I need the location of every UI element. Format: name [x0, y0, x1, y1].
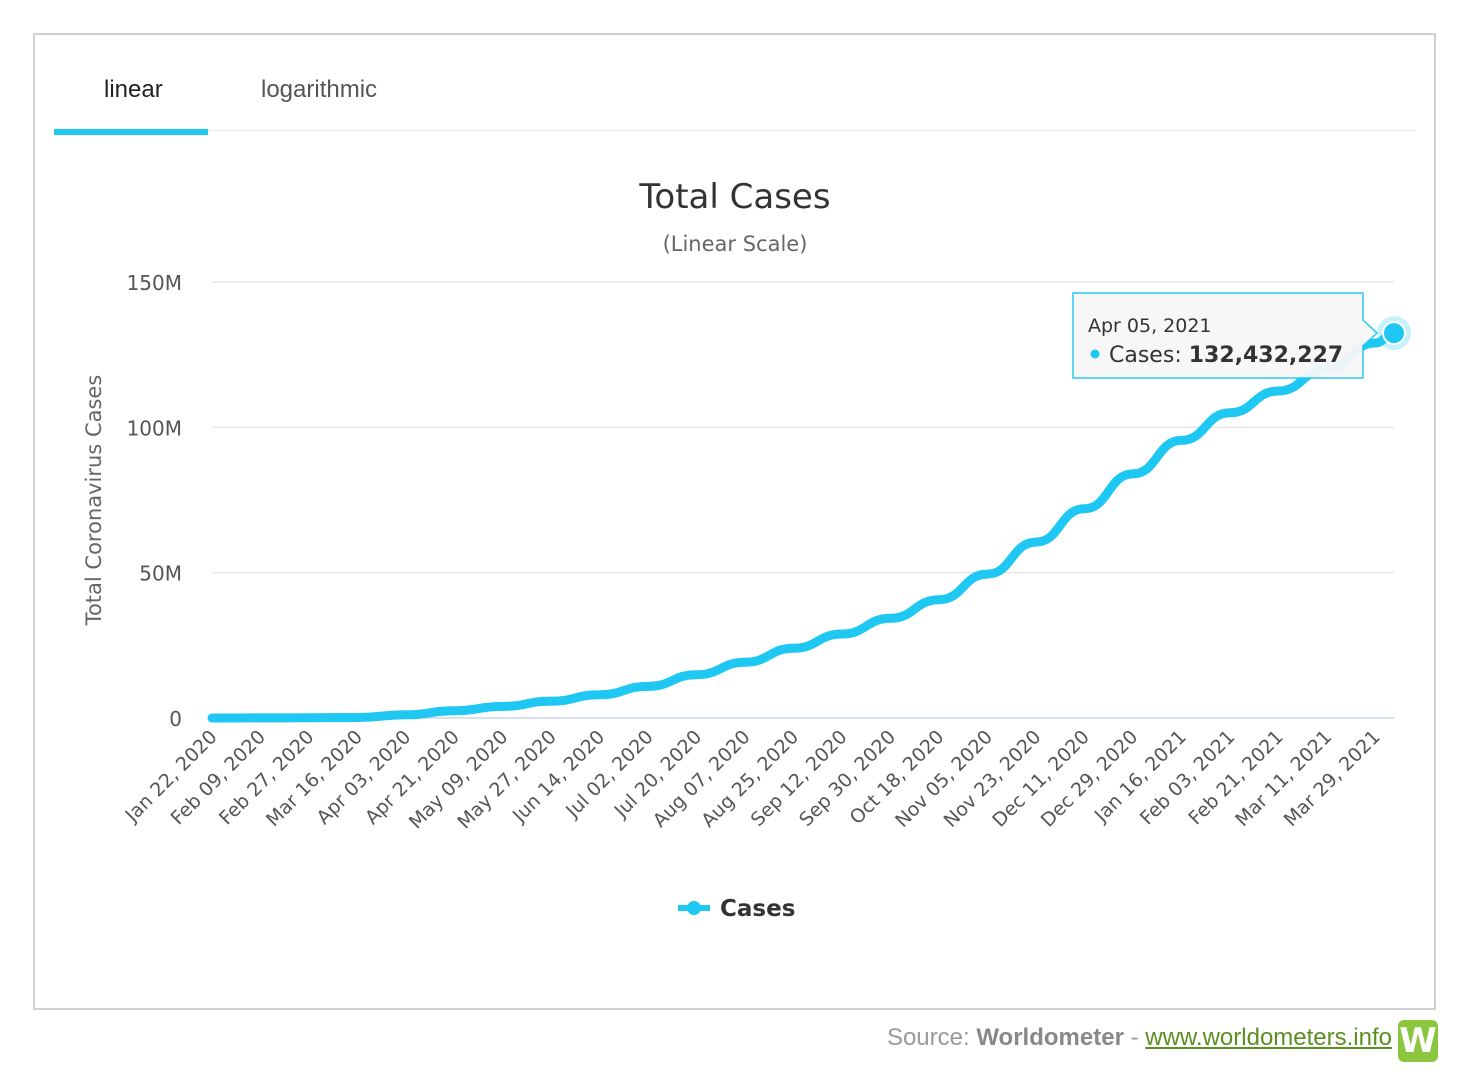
chart-subtitle: (Linear Scale) — [663, 232, 808, 256]
tab-linear[interactable]: linear — [104, 76, 163, 103]
tooltip-label: Cases — [1109, 343, 1174, 368]
svg-text:Cases: 132,432,227: Cases: 132,432,227 — [1109, 343, 1343, 368]
tooltip-value: 132,432,227 — [1189, 343, 1343, 368]
series-line-cases — [207, 328, 1399, 723]
y-tick-label: 150M — [127, 271, 182, 295]
source-credit: Source: Worldometer - www.worldometers.i… — [887, 1024, 1392, 1052]
worldometer-logo: W — [1398, 1020, 1438, 1062]
y-tick-label: 0 — [169, 707, 182, 731]
legend-label: Cases — [720, 896, 795, 922]
scale-tabs: linear logarithmic — [54, 60, 1416, 135]
chart-title: Total Cases — [638, 177, 830, 217]
active-tab-indicator — [54, 129, 208, 135]
source-prefix: Source: — [886, 1024, 970, 1051]
tooltip: Apr 05, 2021 Cases: 132,432,227 — [1072, 292, 1379, 379]
source-link[interactable]: www.worldometers.info — [1145, 1024, 1392, 1051]
legend-marker — [687, 901, 701, 915]
source-separator: - — [1130, 1024, 1139, 1051]
total-cases-chart: Total Cases (Linear Scale) Total Coronav… — [82, 177, 1411, 922]
chart-frame — [33, 33, 1436, 1010]
tab-logarithmic[interactable]: logarithmic — [261, 76, 378, 103]
source-name: Worldometer — [976, 1024, 1124, 1051]
y-axis-label: Total Coronavirus Cases — [82, 375, 106, 627]
tooltip-marker — [1090, 349, 1100, 359]
tooltip-date: Apr 05, 2021 — [1088, 315, 1212, 337]
y-tick-label: 50M — [139, 562, 182, 586]
legend-item-cases[interactable]: Cases — [678, 896, 795, 922]
y-tick-label: 100M — [127, 416, 182, 440]
hovered-point — [1382, 321, 1406, 346]
